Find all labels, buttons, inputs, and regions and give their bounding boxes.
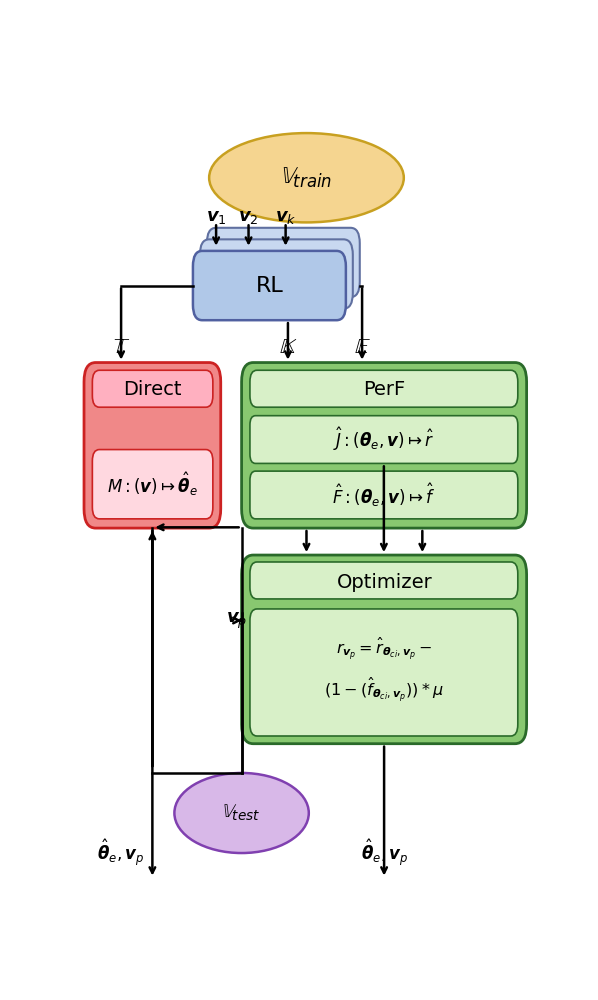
Text: $\hat{\boldsymbol{\theta}}_e, \boldsymbol{v}_p$: $\hat{\boldsymbol{\theta}}_e, \boldsymbo… xyxy=(361,838,408,868)
FancyBboxPatch shape xyxy=(193,251,346,320)
FancyBboxPatch shape xyxy=(242,555,527,744)
Text: RL: RL xyxy=(255,276,283,296)
FancyBboxPatch shape xyxy=(92,370,213,407)
Text: $\hat{\boldsymbol{\theta}}_e, \boldsymbol{v}_p$: $\hat{\boldsymbol{\theta}}_e, \boldsymbo… xyxy=(97,838,145,868)
FancyBboxPatch shape xyxy=(200,239,353,309)
FancyBboxPatch shape xyxy=(250,562,518,599)
FancyBboxPatch shape xyxy=(84,363,221,528)
FancyBboxPatch shape xyxy=(250,471,518,519)
Text: $\mathbb{E}$: $\mathbb{E}$ xyxy=(353,337,371,357)
Text: $M : (\boldsymbol{v}) \mapsto \hat{\boldsymbol{\theta}}_e$: $M : (\boldsymbol{v}) \mapsto \hat{\bold… xyxy=(107,470,198,498)
Text: $r_{\boldsymbol{v}_p} = \hat{r}_{\boldsymbol{\theta}_{ci}, \boldsymbol{v}_p} -$
: $r_{\boldsymbol{v}_p} = \hat{r}_{\boldsy… xyxy=(325,636,444,705)
Text: $\boldsymbol{v}_k$: $\boldsymbol{v}_k$ xyxy=(275,208,297,226)
Text: $\boldsymbol{v}_1$: $\boldsymbol{v}_1$ xyxy=(206,208,227,226)
Text: Direct: Direct xyxy=(123,380,182,399)
FancyBboxPatch shape xyxy=(92,450,213,519)
FancyBboxPatch shape xyxy=(250,370,518,407)
Text: $\boldsymbol{v}_2$: $\boldsymbol{v}_2$ xyxy=(238,208,259,226)
Text: $\hat{F} : (\boldsymbol{\theta}_e, \boldsymbol{v}) \mapsto \hat{f}$: $\hat{F} : (\boldsymbol{\theta}_e, \bold… xyxy=(332,481,436,509)
FancyBboxPatch shape xyxy=(207,228,360,297)
Text: $\hat{J} : (\boldsymbol{\theta}_e, \boldsymbol{v}) \mapsto \hat{r}$: $\hat{J} : (\boldsymbol{\theta}_e, \bold… xyxy=(333,426,435,453)
Ellipse shape xyxy=(175,773,309,853)
FancyBboxPatch shape xyxy=(242,363,527,528)
Text: PerF: PerF xyxy=(363,380,405,399)
Text: $\mathbb{T}$: $\mathbb{T}$ xyxy=(112,337,130,357)
FancyBboxPatch shape xyxy=(250,609,518,736)
Text: $\mathbb{V}_{test}$: $\mathbb{V}_{test}$ xyxy=(222,803,261,823)
Text: $\mathbb{K}$: $\mathbb{K}$ xyxy=(279,337,297,357)
Text: $\boldsymbol{v}_p$: $\boldsymbol{v}_p$ xyxy=(226,610,248,631)
Text: Optimizer: Optimizer xyxy=(337,572,432,591)
Ellipse shape xyxy=(209,133,404,222)
FancyBboxPatch shape xyxy=(250,416,518,463)
Text: $\mathbb{V}_{train}$: $\mathbb{V}_{train}$ xyxy=(281,166,332,190)
